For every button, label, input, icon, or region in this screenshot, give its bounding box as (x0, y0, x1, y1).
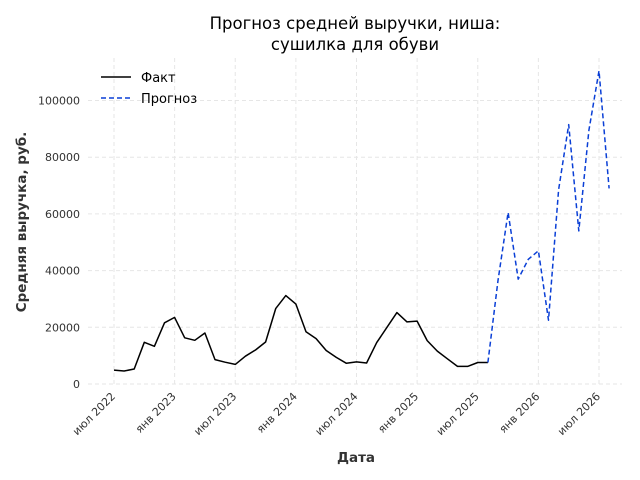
x-tick-label: янв 2026 (497, 390, 543, 436)
grid (88, 58, 622, 385)
x-tick-label: янв 2024 (254, 390, 300, 436)
x-tick-label: июл 2023 (191, 390, 239, 438)
x-axis-ticks: июл 2022 янв 2023 июл 2023 янв 2024 июл 2024… (70, 390, 603, 438)
chart-title-line1: Прогноз средней выручки, ниша: (210, 14, 501, 33)
x-tick-label: июл 2022 (70, 390, 118, 438)
x-tick-label: июл 2024 (313, 390, 361, 438)
x-tick-label: июл 2026 (555, 390, 603, 438)
y-tick-label: 20000 (45, 321, 80, 334)
y-axis-ticks: 0 20000 40000 60000 80000 100000 (38, 95, 80, 391)
chart-title-line2: сушилка для обуви (271, 35, 439, 54)
legend-label-forecast: Прогноз (141, 92, 197, 107)
y-tick-label: 100000 (38, 95, 80, 108)
y-tick-label: 40000 (45, 265, 80, 278)
y-tick-label: 0 (73, 378, 80, 391)
x-tick-label: янв 2023 (133, 390, 179, 436)
series-lines (113, 70, 610, 372)
series-line-forecast (487, 70, 610, 363)
y-tick-label: 80000 (45, 151, 80, 164)
legend: Факт Прогноз (101, 71, 197, 107)
series-line-fact (113, 294, 488, 372)
y-tick-label: 60000 (45, 208, 80, 221)
x-axis-label: Дата (337, 450, 375, 466)
legend-label-fact: Факт (141, 71, 176, 86)
x-tick-label: июл 2025 (434, 390, 482, 438)
x-tick-label: янв 2025 (375, 390, 421, 436)
y-axis-label: Средняя выручка, руб. (14, 132, 30, 313)
